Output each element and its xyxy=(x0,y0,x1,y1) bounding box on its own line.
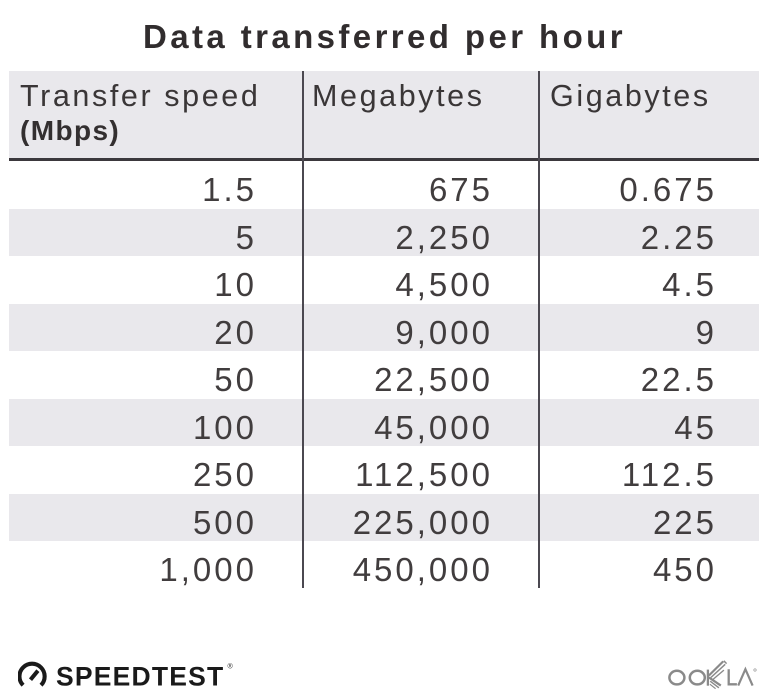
svg-text:SPEEDTEST: SPEEDTEST xyxy=(56,662,224,692)
svg-text:®: ® xyxy=(228,663,234,671)
